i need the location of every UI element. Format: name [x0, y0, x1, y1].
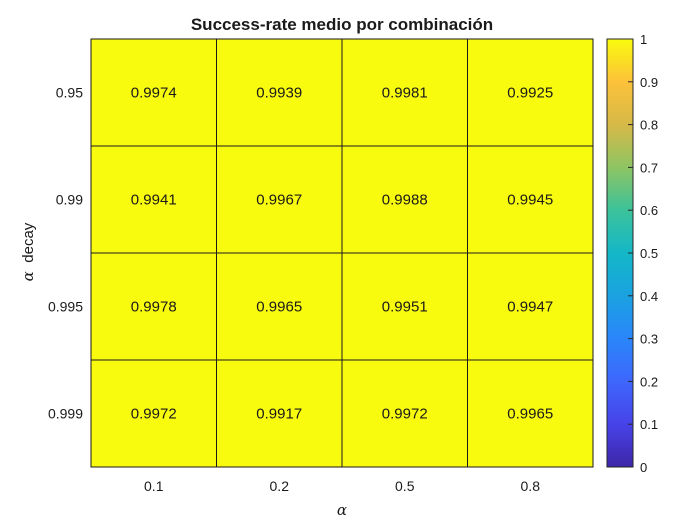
cell-value-label: 0.9917: [256, 406, 302, 423]
heatmap-cell: [467, 252, 594, 361]
x-tick-label: 0.5: [395, 478, 415, 494]
x-axis-tick-labels: 0.1 0.2 0.5 0.8: [144, 478, 540, 494]
y-axis-label: α decay: [19, 222, 37, 281]
y-tick-label: 0.95: [56, 85, 83, 101]
colorbar-tick-label: 1: [640, 32, 647, 47]
chart-title: Success-rate medio por combinación: [191, 15, 493, 34]
y-axis-label-symbol: α: [19, 271, 37, 281]
heatmap-cell: [216, 145, 343, 254]
x-tick-label: 0.8: [521, 478, 541, 494]
colorbar-tick-label: 0.6: [640, 203, 658, 218]
y-axis-label-text: decay: [20, 222, 37, 263]
cell-value-label: 0.9947: [507, 299, 553, 316]
cell-value-label: 0.9939: [256, 85, 302, 102]
heatmap-cell: [90, 145, 217, 254]
heatmap-cell: [90, 38, 217, 147]
heatmap-cell-labels: 0.9974 0.9939 0.9981 0.9925 0.9941 0.9967 0.99…: [131, 85, 553, 423]
colorbar-tick-label: 0.1: [640, 417, 658, 432]
heatmap-cell: [467, 38, 594, 147]
colorbar-ticks: 0 0.1 0.2 0.3 0.4 0.5 0.6 0.7 0.8 0.9 1: [628, 32, 658, 475]
colorbar-tick-label: 0.2: [640, 374, 658, 389]
cell-value-label: 0.9945: [507, 192, 553, 209]
heatmap-cell: [341, 359, 468, 468]
x-tick-label: 0.2: [270, 478, 290, 494]
cell-value-label: 0.9965: [256, 299, 302, 316]
heatmap-cell: [216, 252, 343, 361]
x-tick-label: 0.1: [144, 478, 164, 494]
heatmap-cell: [216, 38, 343, 147]
heatmap-cell: [467, 145, 594, 254]
colorbar-tick-label: 0.9: [640, 75, 658, 90]
heatmap-cell: [216, 359, 343, 468]
cell-value-label: 0.9988: [382, 192, 428, 209]
cell-value-label: 0.9965: [507, 406, 553, 423]
y-axis-tick-labels: 0.95 0.99 0.995 0.999: [48, 85, 83, 422]
colorbar-tick-label: 0.5: [640, 246, 658, 261]
cell-value-label: 0.9972: [131, 406, 177, 423]
cell-value-label: 0.9967: [256, 192, 302, 209]
heatmap-cell: [467, 359, 594, 468]
y-tick-label: 0.99: [56, 192, 83, 208]
colorbar-tick-label: 0.4: [640, 289, 658, 304]
colorbar-tick-label: 0: [640, 460, 647, 475]
heatmap-cells: [90, 38, 594, 468]
cell-value-label: 0.9974: [131, 85, 177, 102]
colorbar-tick-label: 0.8: [640, 118, 658, 133]
heatmap-cell: [341, 38, 468, 147]
y-tick-label: 0.995: [48, 299, 83, 315]
x-axis-label: α: [337, 501, 347, 519]
cell-value-label: 0.9978: [131, 299, 177, 316]
cell-value-label: 0.9925: [507, 85, 553, 102]
cell-value-label: 0.9972: [382, 406, 428, 423]
cell-value-label: 0.9941: [131, 192, 177, 209]
cell-value-label: 0.9951: [382, 299, 428, 316]
y-tick-label: 0.999: [48, 406, 83, 422]
colorbar-tick-label: 0.3: [640, 332, 658, 347]
heatmap-cell: [90, 359, 217, 468]
colorbar-tick-label: 0.7: [640, 160, 658, 175]
cell-value-label: 0.9981: [382, 85, 428, 102]
